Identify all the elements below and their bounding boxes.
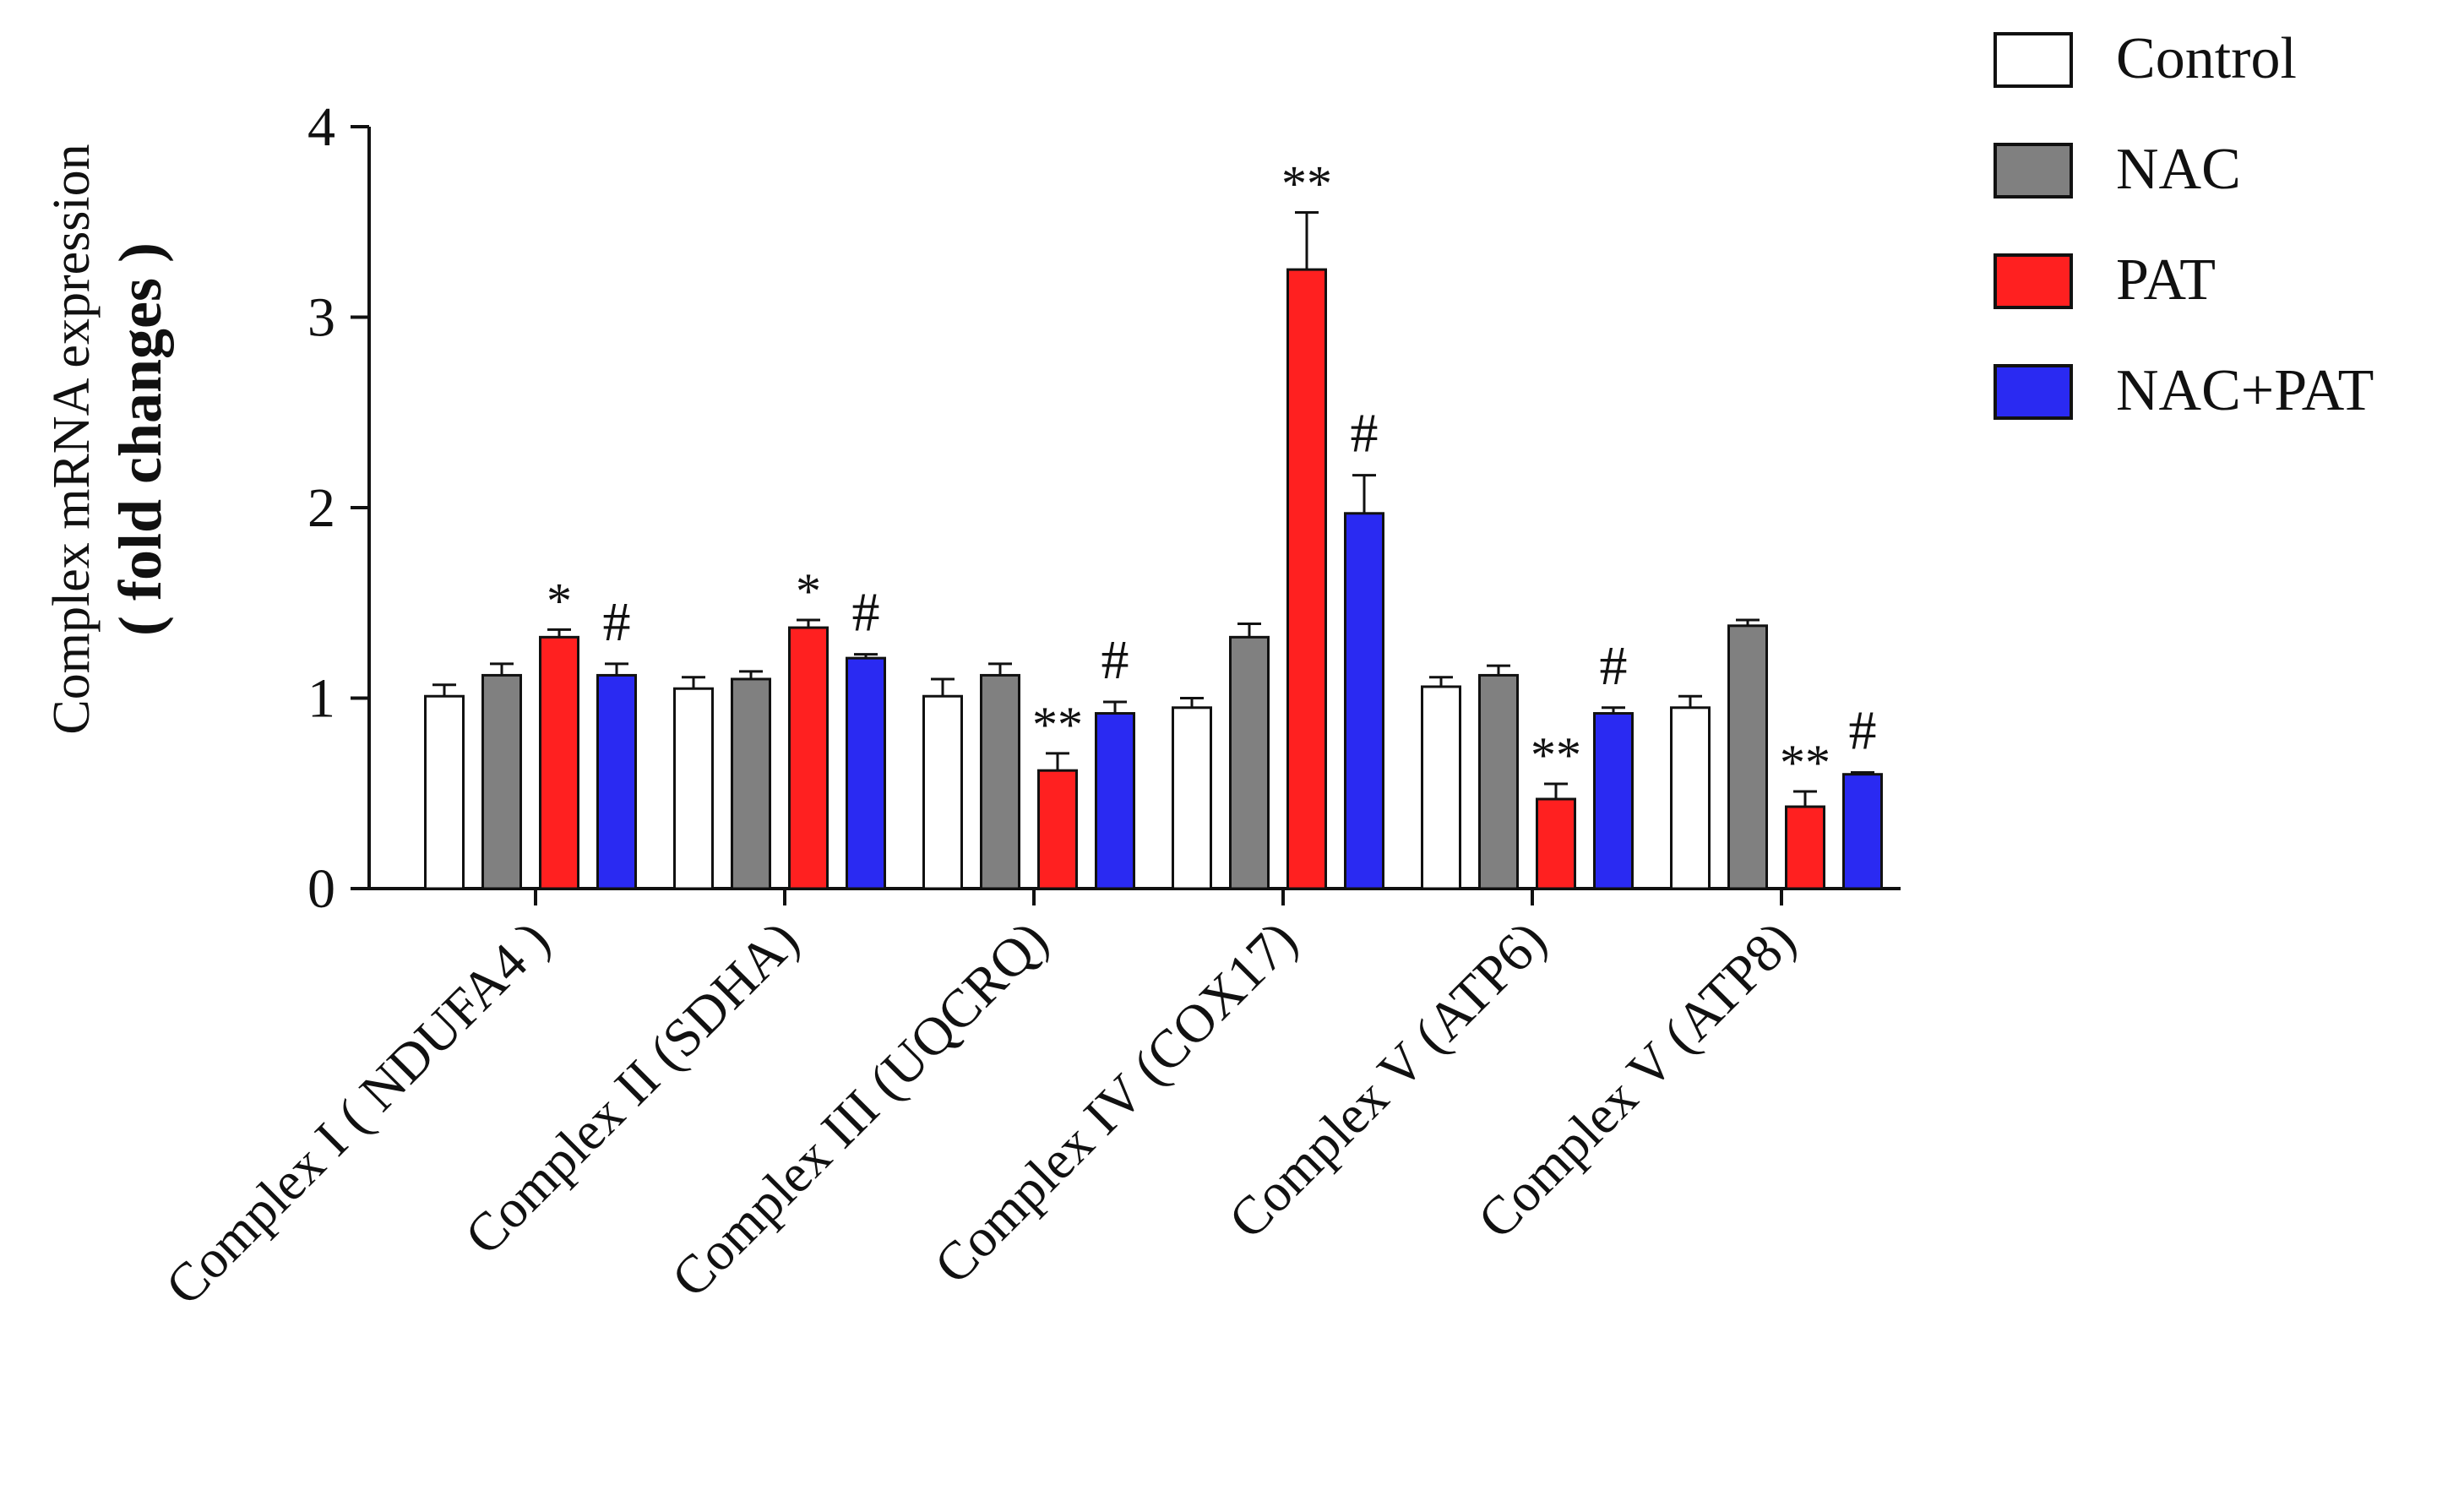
bar-pat: [539, 635, 579, 890]
bar-pat: [1037, 769, 1078, 890]
significance-marker: #: [603, 591, 631, 653]
significance-marker: #: [1351, 403, 1379, 465]
legend-swatch: [1994, 32, 2073, 88]
y-tick-label: 2: [307, 477, 335, 539]
significance-marker: #: [852, 582, 880, 644]
y-axis-label-group: Complex mRNA expression ( fold changes ): [43, 144, 174, 734]
bar-nac: [1478, 673, 1519, 890]
bar-nac: [980, 673, 1020, 890]
significance-marker: #: [1849, 699, 1877, 761]
legend-swatch: [1994, 364, 2073, 420]
legend-label: Control: [2116, 26, 2297, 91]
bar-nac: [481, 673, 522, 890]
bar-control: [424, 694, 465, 890]
bar-control: [1670, 706, 1711, 890]
bar-nac: [1229, 635, 1270, 890]
y-tick-label: 3: [307, 287, 335, 349]
significance-marker: *: [547, 573, 572, 628]
y-axis-label-line2: ( fold changes ): [106, 242, 174, 636]
y-tick-label: 0: [307, 858, 335, 920]
y-axis-label-line1: Complex mRNA expression: [43, 144, 101, 734]
bar-pat: [1536, 797, 1576, 890]
bar-control: [673, 687, 714, 890]
bar-nac: [1727, 624, 1768, 890]
bar-control: [1172, 706, 1212, 890]
legend-label: NAC+PAT: [2116, 358, 2374, 423]
bar-control: [1421, 685, 1461, 890]
significance-marker: **: [1281, 155, 1332, 211]
bar-pat: [1785, 805, 1825, 890]
bar-nac: [731, 677, 771, 890]
bar-pat: [1286, 268, 1327, 890]
legend-label: NAC: [2116, 137, 2241, 202]
significance-marker: **: [1032, 697, 1083, 753]
legend-swatch: [1994, 253, 2073, 309]
y-tick-label: 4: [307, 96, 335, 158]
bar-pat: [788, 626, 829, 890]
bar-nac-pat: [1593, 712, 1634, 890]
bar-nac-pat: [596, 673, 637, 890]
significance-marker: *: [796, 563, 821, 619]
legend: Control NAC PAT NAC+PAT: [1994, 26, 2374, 423]
bar-nac-pat: [1095, 712, 1135, 890]
legend-label: PAT: [2116, 247, 2216, 313]
bar-control: [922, 694, 963, 890]
bar-nac-pat: [846, 656, 886, 890]
significance-marker: #: [1101, 629, 1129, 691]
bar-nac-pat: [1842, 773, 1883, 890]
legend-swatch: [1994, 143, 2073, 198]
significance-marker: #: [1600, 635, 1628, 697]
significance-marker: **: [1780, 735, 1830, 791]
bar-nac-pat: [1344, 512, 1384, 890]
y-tick-label: 1: [307, 668, 335, 730]
significance-marker: **: [1531, 727, 1581, 783]
